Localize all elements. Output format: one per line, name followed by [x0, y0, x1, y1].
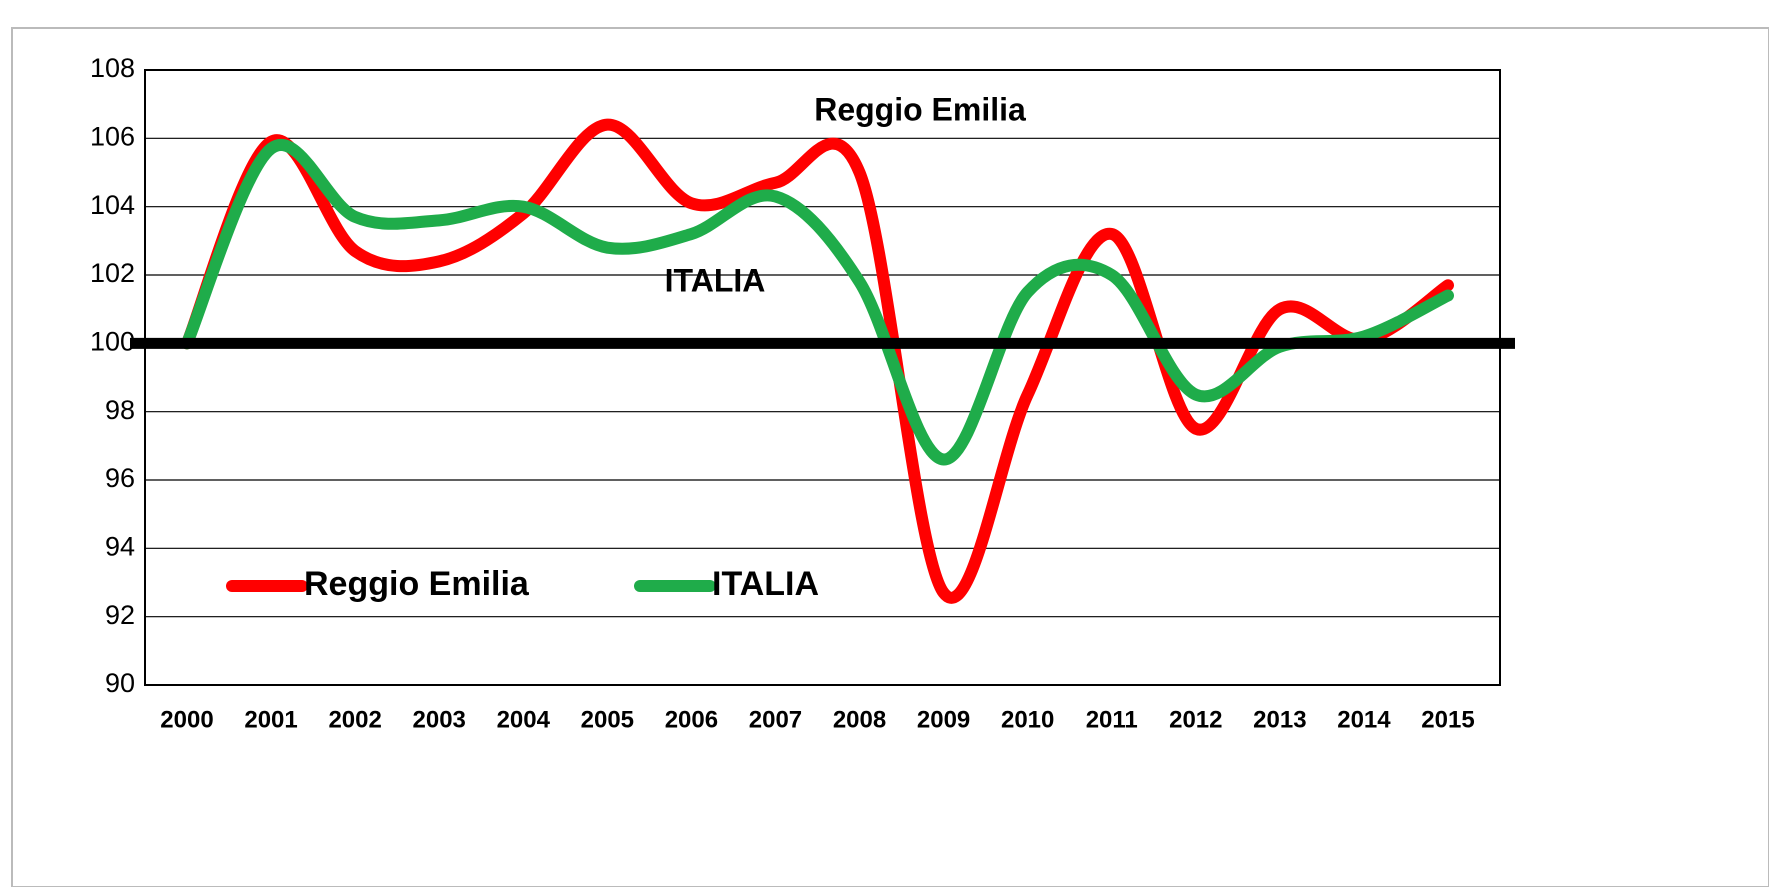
y-tick-label: 90	[105, 668, 135, 698]
x-tick-label: 2003	[413, 706, 466, 733]
legend-label: Reggio Emilia	[304, 565, 530, 603]
x-tick-label: 2006	[665, 706, 718, 733]
y-tick-label: 106	[90, 121, 135, 151]
x-tick-label: 2005	[581, 706, 634, 733]
x-tick-label: 2002	[328, 706, 381, 733]
x-tick-label: 2010	[1001, 706, 1054, 733]
x-tick-label: 2014	[1337, 706, 1391, 733]
y-tick-label: 92	[105, 600, 135, 630]
series-line	[181, 118, 1454, 604]
x-tick-label: 2004	[497, 706, 551, 733]
y-tick-label: 100	[90, 326, 135, 356]
x-tick-label: 2013	[1253, 706, 1306, 733]
plot-border	[144, 69, 1501, 686]
x-tick-label: 2009	[917, 706, 970, 733]
y-tick-label: 94	[105, 531, 135, 561]
x-tick-label: 2007	[749, 706, 802, 733]
legend-label: ITALIA	[712, 565, 819, 603]
annotation: Reggio Emilia	[814, 91, 1026, 127]
y-tick-label: 102	[90, 258, 135, 288]
series-line	[181, 139, 1454, 466]
x-tick-label: 2015	[1421, 706, 1474, 733]
x-tick-label: 2012	[1169, 706, 1222, 733]
x-tick-label: 2000	[160, 706, 213, 733]
y-tick-label: 104	[90, 190, 135, 220]
x-tick-label: 2011	[1086, 706, 1138, 733]
annotation: ITALIA	[665, 262, 766, 298]
y-tick-label: 108	[90, 53, 135, 83]
frame	[11, 27, 1769, 887]
x-tick-label: 2008	[833, 706, 886, 733]
x-tick-label: 2001	[244, 706, 297, 733]
y-tick-label: 98	[105, 395, 135, 425]
y-tick-label: 96	[105, 463, 135, 493]
